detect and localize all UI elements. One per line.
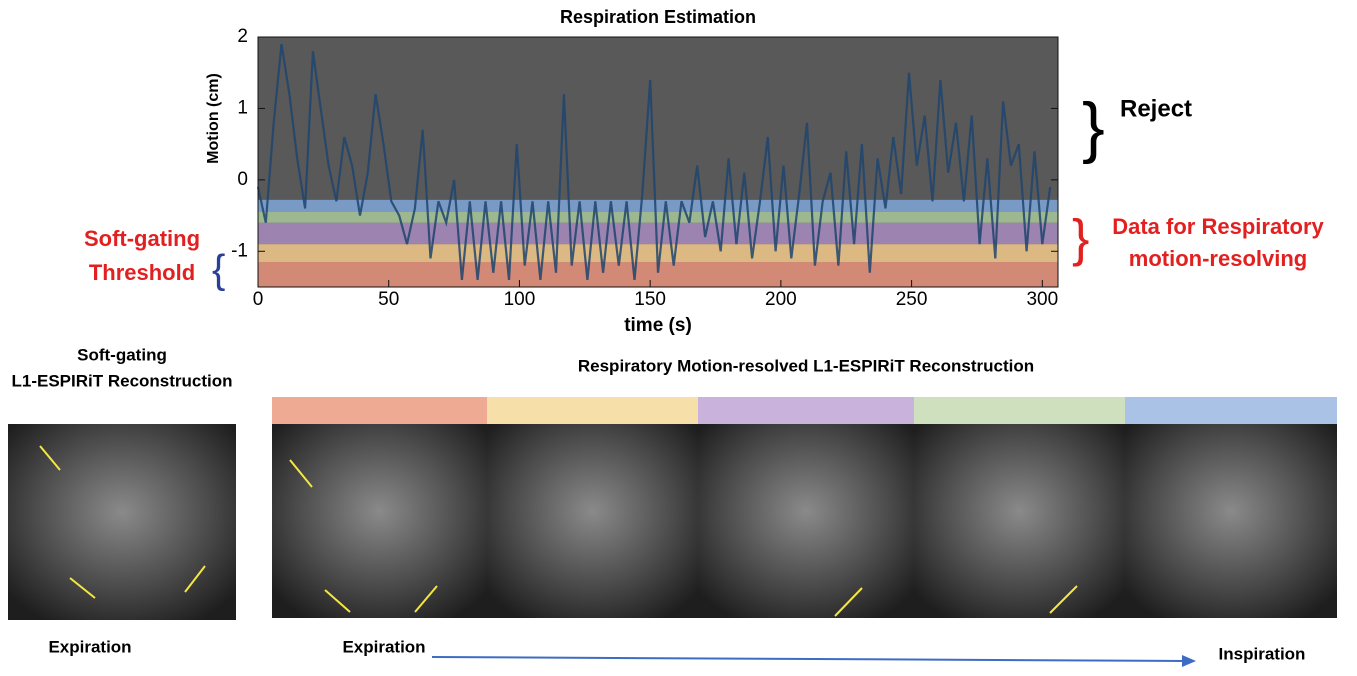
x-tick-label: 300 xyxy=(1026,289,1058,310)
y-tick-label: 1 xyxy=(237,97,248,118)
panel-title: Soft-gating xyxy=(77,345,167,364)
respiration-line xyxy=(256,43,1052,281)
y-tick-label: 2 xyxy=(237,26,248,47)
threshold-label: Soft-gating xyxy=(84,226,200,251)
threshold-label: Threshold xyxy=(89,260,195,285)
threshold-band xyxy=(258,199,1058,212)
threshold-band xyxy=(258,212,1058,223)
x-tick-label: 250 xyxy=(896,289,928,310)
reject-label: Reject xyxy=(1120,95,1192,122)
phase-label: Expiration xyxy=(48,637,131,656)
x-axis-label: time (s) xyxy=(624,315,692,336)
phase-bar xyxy=(487,397,698,424)
mri-image xyxy=(487,424,698,618)
phase-bar xyxy=(272,397,487,424)
chart-title: Respiration Estimation xyxy=(560,7,756,27)
x-tick-label: 200 xyxy=(765,289,797,310)
x-tick-label: 100 xyxy=(504,289,536,310)
mri-image xyxy=(698,424,914,618)
arrows xyxy=(39,445,1078,617)
panel-title: Respiratory Motion-resolved L1-ESPIRiT R… xyxy=(578,356,1034,375)
data-label: motion-resolving xyxy=(1129,246,1307,271)
y-axis-label: Motion (cm) xyxy=(205,73,222,164)
mri-image xyxy=(914,424,1125,618)
panel-title: L1-ESPIRiT Reconstruction xyxy=(11,371,232,390)
phase-label: Inspiration xyxy=(1219,644,1306,663)
mri-image xyxy=(1125,424,1337,618)
brace: } xyxy=(1082,89,1105,165)
mri-image xyxy=(8,424,236,620)
plot-frame xyxy=(257,36,1059,288)
brace: } xyxy=(1072,210,1089,268)
threshold-band xyxy=(258,222,1058,245)
brace: { xyxy=(212,248,225,292)
mri-image xyxy=(272,424,487,618)
y-tick-label: -1 xyxy=(231,240,248,261)
data-label: Data for Respiratory xyxy=(1112,214,1324,239)
arrow xyxy=(431,656,1189,662)
phase-bar xyxy=(698,397,914,424)
arrow-head xyxy=(1182,655,1196,667)
phase-bar xyxy=(914,397,1125,424)
phase-label: Expiration xyxy=(342,637,425,656)
x-tick-label: 150 xyxy=(634,289,666,310)
x-tick-label: 50 xyxy=(378,289,399,310)
phase-bar xyxy=(1125,397,1337,424)
y-tick-label: 0 xyxy=(237,169,248,190)
x-tick-label: 0 xyxy=(253,289,264,310)
